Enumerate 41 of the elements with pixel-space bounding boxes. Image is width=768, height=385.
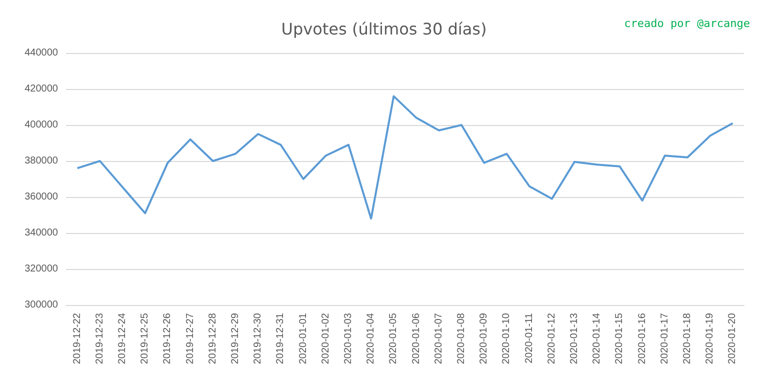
x-tick-label: 2020-01-19 [704, 312, 716, 364]
x-tick-label: 2020-01-08 [456, 312, 467, 364]
x-tick-label: 2020-01-18 [682, 312, 693, 364]
x-tick-label: 2019-12-28 [207, 312, 218, 364]
x-tick-label: 2020-01-16 [636, 312, 648, 364]
x-tick-label: 2020-01-02 [320, 312, 332, 364]
x-tick-label: 2019-12-26 [162, 312, 174, 364]
x-tick-label: 2020-01-04 [366, 312, 377, 364]
x-tick-label: 2020-01-14 [592, 312, 603, 364]
x-tick-label: 2020-01-12 [546, 312, 558, 364]
x-tick-label: 2019-12-25 [140, 312, 151, 364]
x-tick-label: 2020-01-13 [569, 312, 580, 364]
x-tick-label: 2019-12-24 [117, 312, 128, 364]
x-tick-label: 2020-01-06 [410, 312, 422, 364]
y-tick-label: 340000 [24, 228, 58, 238]
x-tick-label: 2020-01-15 [614, 312, 626, 364]
x-tick-label: 2020-01-11 [524, 312, 535, 364]
x-tick-label: 2020-01-03 [343, 312, 354, 364]
chart-title: Upvotes (últimos 30 días) [281, 20, 487, 38]
x-tick-label: 2019-12-31 [275, 312, 286, 364]
x-tick-label: 2019-12-30 [252, 312, 264, 364]
x-tick-label: 2020-01-01 [298, 312, 309, 364]
x-tick-label: 2020-01-09 [478, 312, 490, 364]
x-tick-label: 2020-01-17 [659, 312, 670, 364]
x-tick-label: 2019-12-27 [184, 312, 196, 364]
y-tick-label: 420000 [24, 84, 58, 94]
x-tick-label: 2020-01-10 [501, 312, 512, 364]
x-tick-label: 2019-12-29 [230, 312, 241, 364]
x-tick-label: 2020-01-20 [727, 312, 738, 364]
x-tick-label: 2019-12-23 [94, 312, 106, 364]
text: creado por @arcange [624, 17, 750, 30]
x-tick-label: 2020-01-05 [388, 312, 400, 364]
x-tick-label: 2020-01-07 [433, 312, 444, 364]
y-tick-label: 400000 [24, 120, 58, 130]
y-tick-label: 320000 [24, 264, 58, 274]
y-tick-label: 360000 [24, 192, 58, 202]
x-tick-label: 2019-12-22 [72, 312, 83, 364]
line-series [76, 95, 734, 220]
y-tick-label: 300000 [24, 300, 58, 310]
y-tick-label: 380000 [24, 156, 58, 166]
y-tick-label: 440000 [24, 48, 58, 58]
